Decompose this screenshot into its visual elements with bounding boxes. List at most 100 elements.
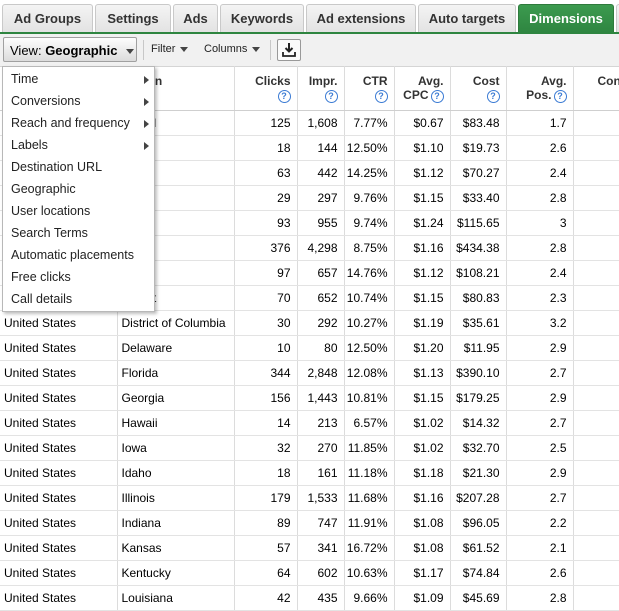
header-label: CTR — [362, 74, 388, 88]
divider — [143, 40, 144, 60]
cell-clicks: 14 — [234, 410, 298, 436]
cell-avg-pos: 2.2 — [506, 510, 574, 536]
menu-item-reach-and-frequency[interactable]: Reach and frequency — [3, 112, 154, 134]
cell-conv — [573, 460, 619, 486]
cell-clicks: 125 — [234, 110, 298, 136]
cell-region[interactable]: Louisiana — [117, 585, 235, 611]
cell-region[interactable]: Georgia — [117, 385, 235, 411]
tab-settings[interactable]: Settings — [95, 4, 171, 33]
columns-button[interactable]: Columns — [204, 43, 261, 55]
cell-impr: 747 — [297, 510, 345, 536]
cell-clicks: 10 — [234, 335, 298, 361]
view-value: Geographic — [45, 43, 118, 58]
menu-item-label: Call details — [11, 292, 73, 306]
cell-avg-cpc: $1.08 — [394, 535, 451, 561]
cell-region[interactable]: Kansas — [117, 535, 235, 561]
tab-ad-groups[interactable]: Ad Groups — [2, 4, 93, 33]
cell-cost: $207.28 — [450, 485, 507, 511]
cell-avg-cpc: $1.16 — [394, 485, 451, 511]
cell-region[interactable]: Idaho — [117, 460, 235, 486]
menu-item-user-locations[interactable]: User locations — [3, 200, 154, 222]
cell-country: United States — [0, 460, 118, 486]
table-row: United States Florida 344 2,848 12.08% $1.13 $… — [0, 360, 619, 386]
menu-item-label: Destination URL — [11, 160, 103, 174]
help-icon[interactable]: ? — [324, 90, 338, 103]
help-icon[interactable]: ? — [277, 90, 291, 103]
header-impr[interactable]: Impr.? — [297, 66, 345, 111]
cell-region[interactable]: Florida — [117, 360, 235, 386]
cell-ctr: 12.08% — [344, 360, 395, 386]
help-icon[interactable]: ? — [374, 90, 388, 103]
cell-region[interactable]: Indiana — [117, 510, 235, 536]
menu-item-time[interactable]: Time — [3, 68, 154, 90]
cell-region[interactable]: Iowa — [117, 435, 235, 461]
header-label: Avg. — [417, 74, 444, 88]
cell-ctr: 11.18% — [344, 460, 395, 486]
cell-conv — [573, 535, 619, 561]
menu-item-free-clicks[interactable]: Free clicks — [3, 266, 154, 288]
menu-item-geographic[interactable]: Geographic — [3, 178, 154, 200]
tab-keywords[interactable]: Keywords — [220, 4, 304, 33]
cell-avg-cpc: $1.02 — [394, 435, 451, 461]
columns-label: Columns — [204, 43, 248, 55]
cell-impr: 1,443 — [297, 385, 345, 411]
help-icon[interactable]: ? — [430, 90, 444, 103]
menu-item-label: Time — [11, 72, 39, 86]
cell-country: United States — [0, 335, 118, 361]
cell-country: United States — [0, 310, 118, 336]
menu-item-search-terms[interactable]: Search Terms — [3, 222, 154, 244]
cell-avg-cpc: $1.20 — [394, 335, 451, 361]
table-row: United States Indiana 89 747 11.91% $1.08 $96.… — [0, 510, 619, 536]
cell-impr: 2,848 — [297, 360, 345, 386]
cell-avg-pos: 2.5 — [506, 435, 574, 461]
tab-overflow[interactable] — [616, 4, 619, 33]
tab-auto-targets[interactable]: Auto targets — [418, 4, 516, 33]
cell-avg-pos: 2.6 — [506, 560, 574, 586]
chevron-right-icon — [144, 120, 149, 128]
table-row: United States District of Columbia 30 292 10… — [0, 310, 619, 336]
cell-ctr: 7.77% — [344, 110, 395, 136]
chevron-right-icon — [144, 142, 149, 150]
cell-region[interactable]: Kentucky — [117, 560, 235, 586]
cell-impr: 80 — [297, 335, 345, 361]
cell-region[interactable]: Illinois — [117, 485, 235, 511]
header-cost[interactable]: Cost? — [450, 66, 507, 111]
header-avg-cpc[interactable]: Avg. CPC? — [394, 66, 451, 111]
header-avg-pos[interactable]: Avg. Pos.? — [506, 66, 574, 111]
menu-item-label: Reach and frequency — [11, 116, 130, 130]
menu-item-call-details[interactable]: Call details — [3, 288, 154, 310]
cell-cost: $70.27 — [450, 160, 507, 186]
cell-avg-pos: 2.3 — [506, 285, 574, 311]
download-button[interactable] — [277, 39, 301, 61]
help-icon[interactable]: ? — [486, 90, 500, 103]
cell-ctr: 9.66% — [344, 585, 395, 611]
tab-ads[interactable]: Ads — [173, 4, 218, 33]
cell-cost: $83.48 — [450, 110, 507, 136]
cell-country: United States — [0, 510, 118, 536]
chevron-down-icon — [252, 46, 261, 52]
header-clicks[interactable]: Clicks? — [234, 66, 298, 111]
cell-ctr: 16.72% — [344, 535, 395, 561]
menu-item-destination-url[interactable]: Destination URL — [3, 156, 154, 178]
help-icon[interactable]: ? — [553, 90, 567, 103]
cell-ctr: 10.81% — [344, 385, 395, 411]
view-dropdown-button[interactable]: View: Geographic — [3, 37, 137, 62]
cell-clicks: 70 — [234, 285, 298, 311]
cell-ctr: 10.27% — [344, 310, 395, 336]
header-ctr[interactable]: CTR? — [344, 66, 395, 111]
cell-region[interactable]: District of Columbia — [117, 310, 235, 336]
filter-button[interactable]: Filter — [151, 43, 189, 55]
cell-avg-pos: 2.9 — [506, 385, 574, 411]
download-icon — [282, 43, 296, 57]
cell-clicks: 344 — [234, 360, 298, 386]
cell-region[interactable]: Delaware — [117, 335, 235, 361]
menu-item-conversions[interactable]: Conversions — [3, 90, 154, 112]
table-row: United States Louisiana 42 435 9.66% $1.09 $45… — [0, 585, 619, 611]
cell-cost: $390.10 — [450, 360, 507, 386]
header-conv[interactable]: Conv — [573, 66, 619, 111]
tab-dimensions[interactable]: Dimensions — [518, 4, 614, 33]
menu-item-labels[interactable]: Labels — [3, 134, 154, 156]
menu-item-automatic-placements[interactable]: Automatic placements — [3, 244, 154, 266]
tab-ad-extensions[interactable]: Ad extensions — [306, 4, 416, 33]
cell-region[interactable]: Hawaii — [117, 410, 235, 436]
